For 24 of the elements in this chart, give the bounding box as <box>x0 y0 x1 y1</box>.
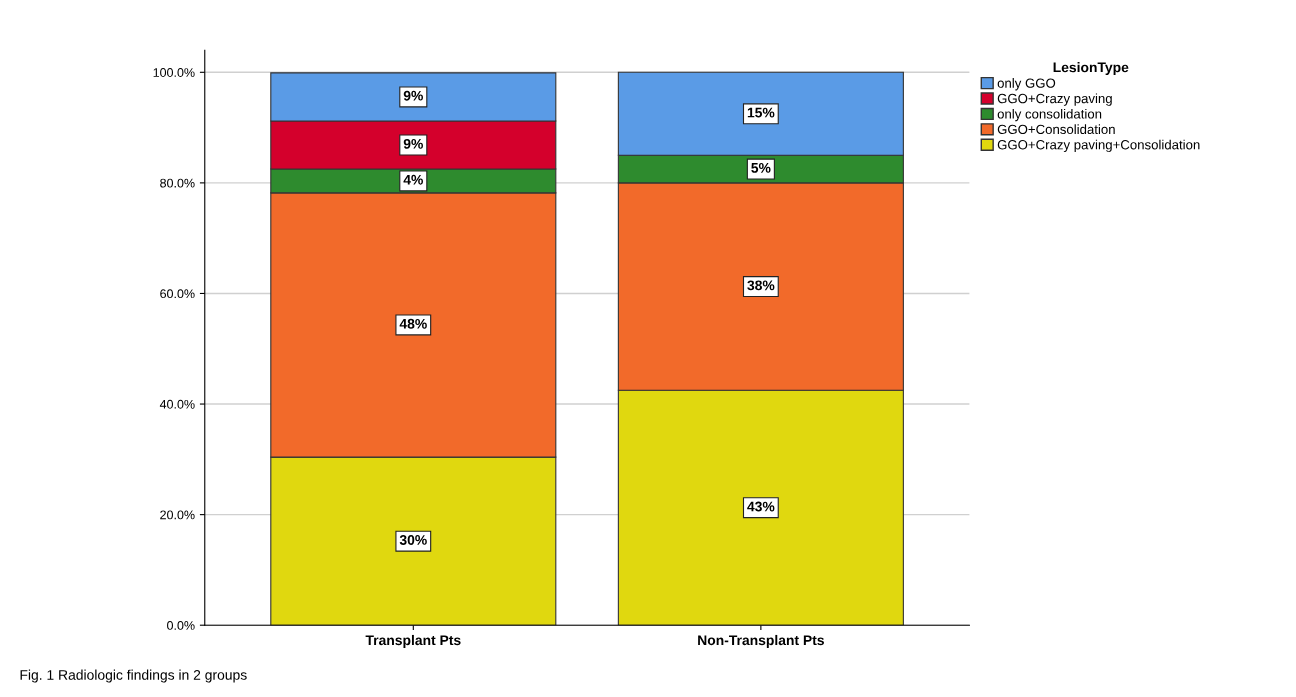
data-label: 9% <box>403 138 423 149</box>
data-label: 48% <box>399 318 427 329</box>
legend-label: only GGO <box>997 78 1056 91</box>
legend-label: GGO+Consolidation <box>997 124 1115 135</box>
legend-label: GGO+Crazy paving+Consolidation <box>997 139 1200 153</box>
data-label: 5% <box>751 162 771 173</box>
legend-label: GGO+Crazy paving <box>997 93 1112 106</box>
legend-title: LesionType <box>1053 62 1129 76</box>
y-tick-label: 100.0% <box>153 68 195 77</box>
y-tick-label: 40.0% <box>159 399 195 409</box>
data-label: 4% <box>403 174 423 185</box>
data-label: 43% <box>747 501 775 512</box>
y-tick-label: 80.0% <box>160 178 195 188</box>
caption: Fig. 1 Radiologic findings in 2 groups <box>20 669 247 683</box>
data-label: 9% <box>403 90 423 101</box>
y-tick-label: 0.0% <box>167 621 195 630</box>
data-label: 38% <box>747 280 775 291</box>
y-tick-label: 60.0% <box>160 289 195 299</box>
x-tick-label: Transplant Pts <box>365 634 461 648</box>
legend-label: only consolidation <box>997 108 1102 122</box>
x-tick-label: Non-Transplant Pts <box>698 634 824 648</box>
y-tick-label: 20.0% <box>160 510 195 520</box>
data-label: 30% <box>399 535 427 545</box>
data-label: 15% <box>747 107 775 118</box>
